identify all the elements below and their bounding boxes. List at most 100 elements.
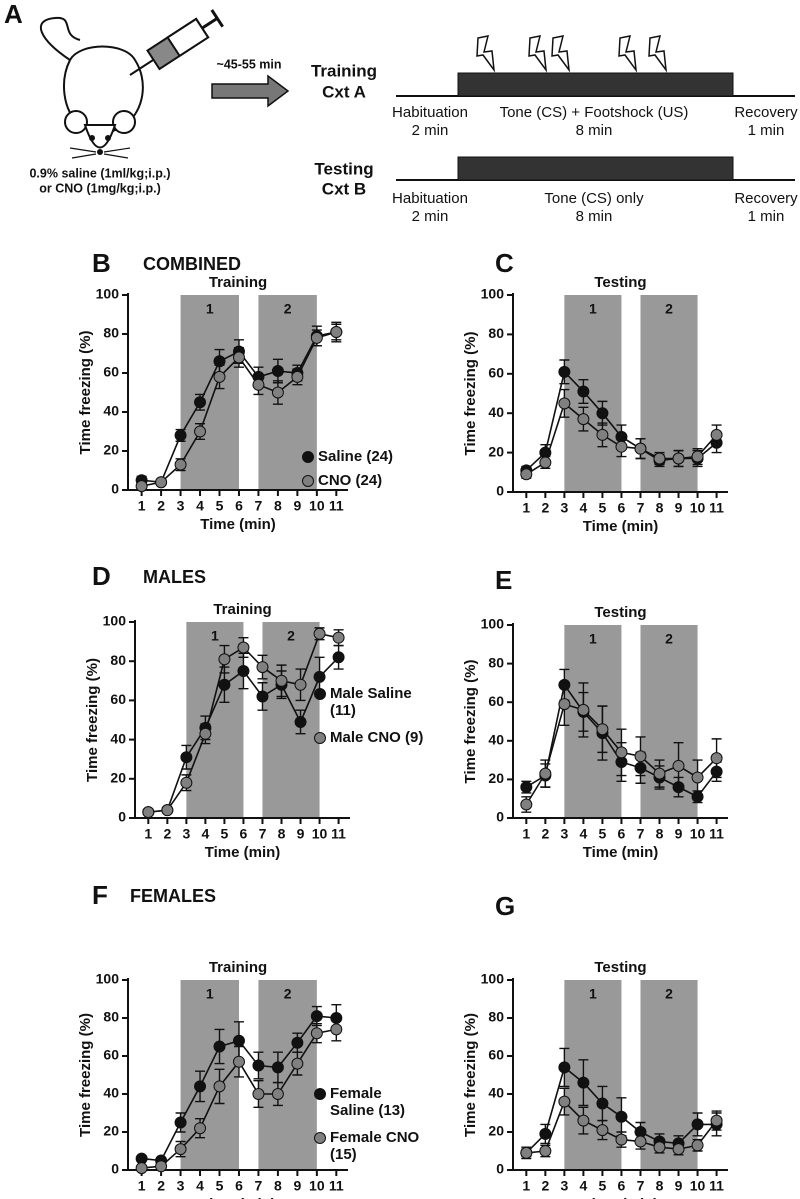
- panel-heading: COMBINED: [143, 254, 241, 274]
- panel-letter: B: [92, 248, 111, 278]
- phase-label: 8 min: [576, 208, 613, 225]
- region-label: 1: [589, 986, 597, 1002]
- panel-letter: D: [92, 561, 111, 591]
- phase-label: Tone (CS) only: [544, 190, 644, 207]
- data-point: [218, 678, 231, 691]
- y-tick-label: 0: [496, 809, 504, 825]
- legend-label: Saline (24): [318, 448, 394, 465]
- panel-heading: FEMALES: [130, 886, 216, 906]
- data-point: [615, 746, 628, 759]
- data-point: [691, 1118, 704, 1131]
- region-label: 1: [211, 628, 219, 644]
- x-tick-label: 10: [309, 498, 325, 514]
- phase-label: 2 min: [412, 208, 449, 225]
- data-point: [237, 641, 250, 654]
- data-point: [577, 413, 590, 426]
- shaded-region: [258, 980, 317, 1170]
- y-axis-label: Time freezing (%): [462, 1013, 479, 1137]
- x-axis-label: Time (min): [583, 844, 659, 861]
- data-point: [539, 1127, 552, 1140]
- phase-label: 8 min: [576, 122, 613, 139]
- chart-title: Training: [213, 601, 271, 618]
- x-tick-label: 8: [274, 1178, 282, 1194]
- y-tick-label: 60: [110, 691, 126, 707]
- shaded-region: [180, 980, 239, 1170]
- region-label: 1: [206, 301, 214, 317]
- x-tick-label: 8: [274, 498, 282, 514]
- data-point: [558, 397, 571, 410]
- legend-entry: Female Saline (13): [330, 1085, 405, 1119]
- data-point: [558, 698, 571, 711]
- data-point: [218, 653, 231, 666]
- data-point: [615, 440, 628, 453]
- x-tick-label: 10: [690, 500, 706, 516]
- legend-label: CNO (24): [318, 472, 383, 489]
- data-point: [332, 631, 345, 644]
- x-tick-label: 6: [240, 826, 248, 842]
- x-tick-label: 4: [579, 1178, 587, 1194]
- data-point: [161, 804, 174, 817]
- data-point: [332, 651, 345, 664]
- data-point: [275, 674, 288, 687]
- data-point: [539, 1145, 552, 1157]
- injection-text: 0.9% saline (1ml/kg;i.p.): [29, 166, 170, 180]
- y-tick-label: 60: [488, 365, 504, 381]
- data-point: [596, 1124, 609, 1137]
- context-label: Cxt A: [322, 82, 366, 101]
- y-tick-label: 20: [488, 770, 504, 786]
- x-axis-label: Time (min): [200, 516, 276, 533]
- x-tick-label: 5: [599, 1178, 607, 1194]
- region-label: 1: [589, 301, 597, 317]
- x-tick-label: 1: [522, 500, 530, 516]
- data-point: [520, 468, 533, 481]
- data-point: [291, 370, 304, 383]
- region-label: 2: [665, 631, 673, 647]
- mouse-eye: [105, 135, 111, 141]
- panel-letter: G: [495, 891, 515, 921]
- context-label: Testing: [314, 159, 373, 178]
- data-point: [213, 1040, 226, 1053]
- data-point: [271, 365, 284, 378]
- y-tick-label: 20: [488, 443, 504, 459]
- data-point: [596, 428, 609, 441]
- y-tick-label: 100: [481, 616, 505, 632]
- data-point: [294, 715, 307, 728]
- chart-title: Training: [209, 274, 267, 291]
- data-point: [672, 759, 685, 772]
- y-tick-label: 80: [103, 1009, 119, 1025]
- x-tick-label: 1: [138, 498, 146, 514]
- data-point: [330, 1023, 343, 1036]
- data-point: [213, 370, 226, 383]
- data-point: [615, 1133, 628, 1146]
- mouse-tail: [39, 16, 81, 61]
- data-point: [180, 776, 193, 789]
- y-tick-label: 0: [111, 1161, 119, 1177]
- data-point: [294, 678, 307, 691]
- y-tick-label: 100: [481, 286, 505, 302]
- region-label: 2: [284, 301, 292, 317]
- region-label: 2: [665, 986, 673, 1002]
- data-point: [291, 1057, 304, 1070]
- data-point: [135, 1162, 148, 1175]
- x-tick-label: 1: [522, 826, 530, 842]
- y-tick-label: 20: [488, 1123, 504, 1139]
- x-tick-label: 4: [579, 500, 587, 516]
- x-tick-label: 7: [255, 498, 263, 514]
- x-tick-label: 6: [235, 498, 243, 514]
- data-point: [199, 727, 212, 740]
- data-point: [539, 456, 552, 469]
- data-point: [142, 806, 155, 819]
- data-point: [310, 1027, 323, 1040]
- x-tick-label: 2: [157, 498, 165, 514]
- phase-label: Habituation: [392, 104, 468, 121]
- data-point: [710, 752, 723, 765]
- data-point: [194, 396, 207, 409]
- chart-title: Training: [209, 959, 267, 976]
- x-tick-label: 11: [331, 826, 346, 842]
- data-point: [710, 1114, 723, 1127]
- chart-title: Testing: [594, 274, 646, 291]
- y-tick-label: 100: [481, 971, 505, 987]
- x-tick-label: 5: [599, 500, 607, 516]
- x-tick-label: 5: [216, 498, 224, 514]
- legend-marker: [314, 1088, 326, 1100]
